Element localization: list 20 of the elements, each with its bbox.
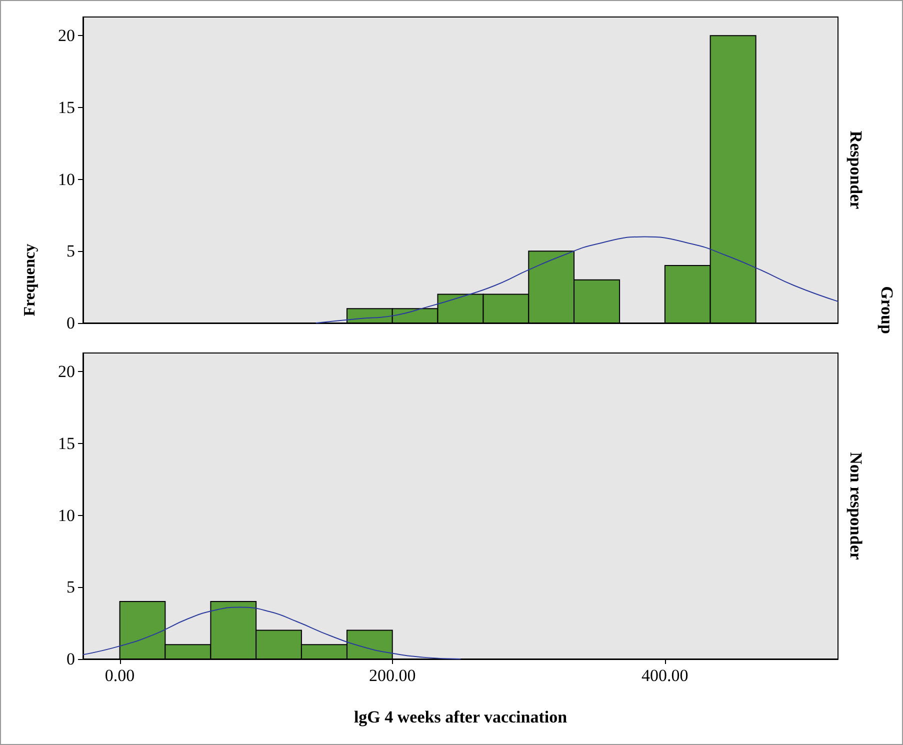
y-axis-title: Frequency <box>22 244 38 316</box>
y-tick-label: 5 <box>66 242 75 261</box>
y-tick-label: 20 <box>58 362 75 382</box>
y-tick-label: 10 <box>58 506 75 525</box>
y-tick-label: 0 <box>66 650 75 668</box>
y-tick-label: 15 <box>58 98 75 118</box>
text: Responder <box>846 130 866 210</box>
y-tick-label: 20 <box>58 26 75 46</box>
y-tick-label: 10 <box>58 170 75 189</box>
line-series <box>316 236 838 324</box>
y-tick-label: 15 <box>58 434 75 454</box>
x-axis-title: lgG 4 weeks after vaccination <box>354 708 568 726</box>
text: Group <box>878 286 896 334</box>
x-tick-label: 400.00 <box>642 666 688 685</box>
x-tick-label: 200.00 <box>368 666 416 685</box>
x-tick-label: 0.00 <box>104 666 135 685</box>
y-tick-label: 5 <box>66 578 75 597</box>
y-tick-label: 0 <box>66 314 75 332</box>
text: Non responder <box>846 452 866 560</box>
line-series <box>82 606 461 660</box>
